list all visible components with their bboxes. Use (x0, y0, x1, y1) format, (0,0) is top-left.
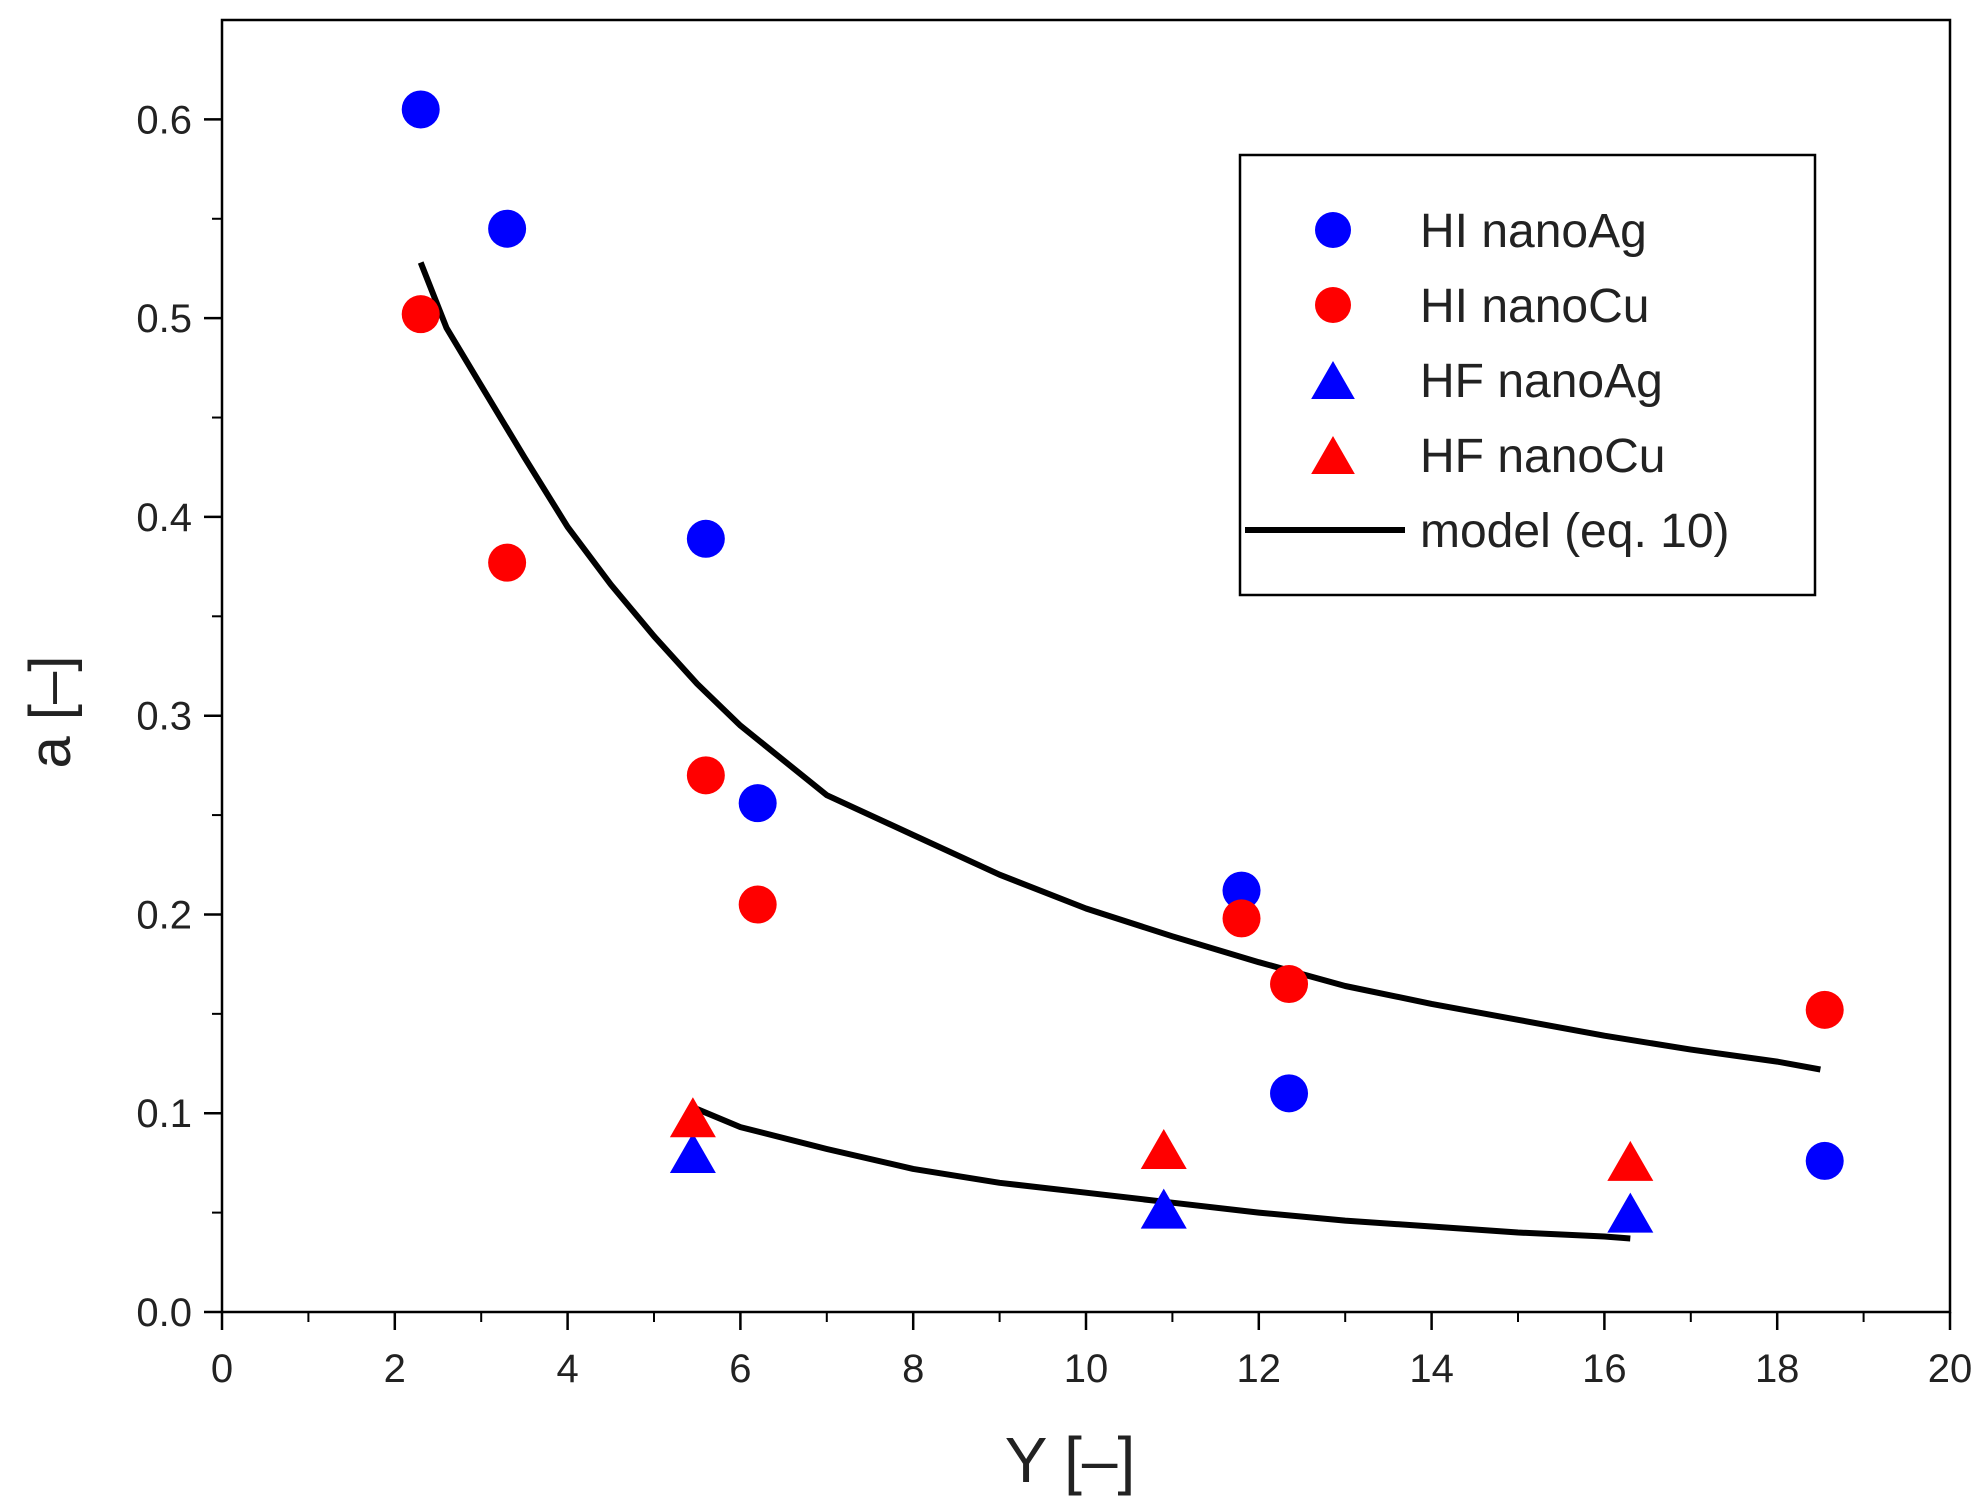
y-axis-label: a [–] (18, 656, 83, 769)
point-hi-nanoag (1805, 1141, 1844, 1180)
point-hi-nanocu (1222, 899, 1261, 938)
point-hf-nanoag (669, 1132, 716, 1173)
point-hi-nanocu (401, 295, 440, 334)
point-hi-nanocu (488, 543, 527, 582)
x-tick-label: 14 (1409, 1347, 1454, 1391)
point-hi-nanoag (738, 784, 777, 823)
data-points (401, 90, 1844, 1233)
y-tick-label: 0.2 (136, 893, 192, 937)
x-tick-label: 2 (384, 1347, 406, 1391)
x-tick-label: 20 (1928, 1347, 1973, 1391)
x-tick-label: 12 (1237, 1347, 1282, 1391)
point-hf-nanocu (1607, 1140, 1654, 1181)
x-tick-label: 10 (1064, 1347, 1109, 1391)
x-tick-label: 18 (1755, 1347, 1800, 1391)
model-curve (691, 1104, 1631, 1242)
y-tick-label: 0.6 (136, 98, 192, 142)
x-axis-label: Y [–] (1005, 1424, 1135, 1496)
legend-label: model (eq. 10) (1420, 505, 1730, 558)
point-hi-nanoag (1270, 1074, 1309, 1113)
legend-symbol (1315, 287, 1351, 323)
model-curve (417, 261, 1821, 1073)
legend-symbol (1315, 212, 1351, 248)
point-hf-nanocu (669, 1097, 716, 1138)
x-tick-label: 16 (1582, 1347, 1627, 1391)
x-tick-label: 4 (556, 1347, 578, 1391)
point-hi-nanoag (1222, 871, 1261, 910)
point-hi-nanocu (686, 756, 725, 795)
legend-symbol (1311, 436, 1355, 474)
point-hi-nanocu (738, 885, 777, 924)
point-hf-nanocu (1140, 1129, 1187, 1170)
legend-label: HI nanoCu (1420, 280, 1649, 333)
y-tick-label: 0.5 (136, 297, 192, 341)
y-tick-label: 0.3 (136, 695, 192, 739)
point-hf-nanoag (1140, 1188, 1187, 1229)
point-hi-nanoag (686, 519, 725, 558)
x-tick-label: 0 (211, 1347, 233, 1391)
ticks: 0 2 4 6 8 10 12 14 16 18 20 0.0 0.1 0.2 0.3 0.4 0.5 0.6 (136, 98, 1972, 1391)
point-hf-nanoag (1607, 1192, 1654, 1233)
legend: HI nanoAg HI nanoCu HF nanoAg HF nanoCu mode… (1238, 153, 1817, 597)
legend-label: HF nanoCu (1420, 430, 1665, 483)
legend-label: HI nanoAg (1420, 205, 1647, 258)
point-hi-nanocu (1270, 965, 1309, 1004)
point-hi-nanocu (1805, 990, 1844, 1029)
point-hi-nanoag (488, 209, 527, 248)
y-tick-label: 0.1 (136, 1092, 192, 1136)
y-tick-label: 0.0 (136, 1291, 192, 1335)
legend-symbol (1311, 361, 1355, 399)
x-tick-label: 6 (729, 1347, 751, 1391)
y-tick-label: 0.4 (136, 496, 192, 540)
point-hi-nanoag (401, 90, 440, 129)
model-curves (417, 261, 1821, 1242)
x-tick-label: 8 (902, 1347, 924, 1391)
legend-label: HF nanoAg (1420, 355, 1663, 408)
